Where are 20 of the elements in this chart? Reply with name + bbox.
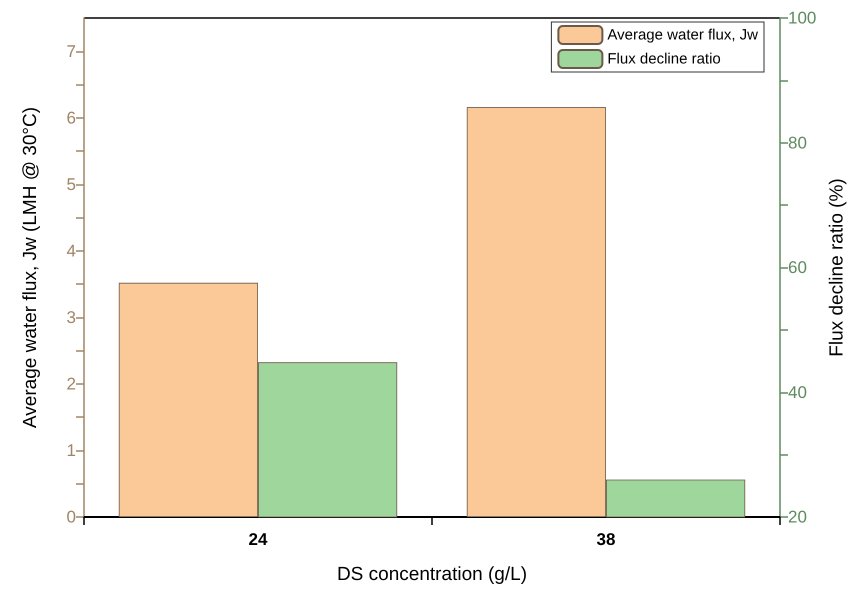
- y-axis-title: Average water flux, Jw (LMH @ 30°C): [20, 106, 41, 428]
- y-tick-label: 1: [66, 440, 76, 460]
- y-tick-label: 5: [66, 174, 76, 194]
- y-tick-label: 0: [66, 508, 76, 526]
- x-axis-title: DS concentration (g/L): [336, 564, 528, 585]
- y2-tick-label: 60: [788, 258, 807, 277]
- legend-label: Average water flux, Jw: [607, 26, 758, 44]
- y2-tick-label: 80: [788, 133, 807, 152]
- x-tick-label: 24: [248, 530, 268, 549]
- y-tick-label: 3: [66, 308, 76, 327]
- y2-tick-label: 40: [788, 382, 807, 402]
- y2-tick-label: 100: [788, 8, 816, 28]
- y-tick-label: 2: [66, 374, 76, 394]
- y-tick-label: 4: [66, 241, 76, 260]
- y-tick-label: 7: [66, 42, 76, 61]
- y-tick-label: 6: [66, 108, 76, 128]
- legend-label: Flux decline ratio: [607, 50, 721, 68]
- x-tick-label: 38: [596, 530, 616, 549]
- y2-axis-title: Flux decline ratio (%): [826, 178, 848, 357]
- y2-tick-label: 20: [788, 508, 807, 526]
